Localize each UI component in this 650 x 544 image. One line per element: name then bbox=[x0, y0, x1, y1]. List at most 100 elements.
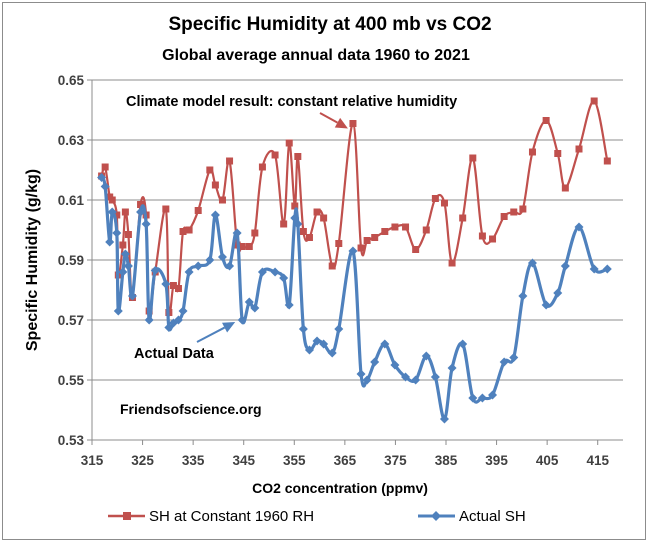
data-point-actual-sh bbox=[304, 345, 314, 355]
data-point-actual-sh bbox=[390, 360, 400, 370]
data-point-actual-sh bbox=[499, 357, 509, 367]
data-point-actual-sh bbox=[312, 336, 322, 346]
data-point-sh-constant-rh bbox=[121, 208, 129, 216]
data-point-actual-sh bbox=[144, 315, 154, 325]
data-point-actual-sh bbox=[210, 210, 220, 220]
data-point-actual-sh bbox=[430, 372, 440, 382]
data-point-actual-sh bbox=[250, 303, 260, 313]
annotation-layer: Climate model result: constant relative … bbox=[120, 94, 457, 417]
data-point-sh-constant-rh bbox=[349, 120, 357, 127]
chart-title: Specific Humidity at 400 mb vs CO2 bbox=[168, 14, 491, 35]
data-point-actual-sh bbox=[319, 339, 329, 349]
y-tick-label: 0.65 bbox=[58, 73, 85, 88]
data-point-actual-sh bbox=[164, 323, 174, 332]
data-point-sh-constant-rh bbox=[271, 151, 279, 159]
data-point-actual-sh bbox=[509, 353, 519, 362]
data-point-sh-constant-rh bbox=[391, 223, 399, 231]
data-point-sh-constant-rh bbox=[194, 207, 202, 214]
data-point-actual-sh bbox=[105, 237, 115, 247]
legend-marker-sh-constant-rh bbox=[123, 512, 131, 520]
data-point-actual-sh bbox=[193, 261, 203, 271]
data-point-sh-constant-rh bbox=[328, 262, 336, 270]
data-point-sh-constant-rh bbox=[258, 163, 266, 171]
data-point-actual-sh bbox=[468, 393, 478, 403]
data-point-actual-sh bbox=[244, 297, 254, 307]
annotation-model-arrow bbox=[319, 112, 348, 129]
annotation-source: Friendsofscience.org bbox=[120, 401, 262, 417]
x-axis-label: CO2 concentration (ppmv) bbox=[252, 480, 428, 496]
data-point-sh-constant-rh bbox=[226, 157, 234, 165]
data-point-sh-constant-rh bbox=[561, 184, 569, 192]
data-point-sh-constant-rh bbox=[137, 201, 145, 208]
data-point-sh-constant-rh bbox=[305, 234, 313, 241]
chart-frame bbox=[2, 2, 646, 540]
data-point-sh-constant-rh bbox=[101, 163, 109, 171]
data-point-actual-sh bbox=[161, 279, 171, 289]
data-point-sh-constant-rh bbox=[459, 214, 467, 222]
data-point-sh-constant-rh bbox=[313, 208, 321, 216]
data-point-actual-sh bbox=[150, 266, 160, 275]
x-tick-label: 395 bbox=[485, 453, 508, 468]
data-point-actual-sh bbox=[118, 267, 128, 277]
line-sh-constant-rh bbox=[100, 99, 609, 317]
x-tick-label: 335 bbox=[182, 453, 205, 468]
data-point-actual-sh bbox=[100, 182, 110, 191]
data-point-sh-constant-rh bbox=[542, 117, 550, 124]
series-sh-constant-rh bbox=[98, 97, 611, 317]
data-point-sh-constant-rh bbox=[590, 97, 598, 105]
data-point-actual-sh bbox=[184, 267, 194, 277]
y-tick-label: 0.61 bbox=[58, 193, 85, 208]
y-tick-labels: 0.53 0.55 0.57 0.59 0.61 0.63 0.65 bbox=[58, 73, 85, 448]
data-point-sh-constant-rh bbox=[206, 166, 214, 174]
annotation-actual-arrow bbox=[196, 322, 236, 343]
data-point-sh-constant-rh bbox=[440, 199, 448, 207]
data-point-sh-constant-rh bbox=[320, 214, 328, 222]
legend-label-sh-constant-rh: SH at Constant 1960 RH bbox=[149, 508, 314, 525]
y-tick-label: 0.53 bbox=[58, 433, 85, 448]
y-axis-label: Specific Humidity (g/kg) bbox=[24, 169, 41, 351]
data-point-sh-constant-rh bbox=[478, 232, 486, 240]
data-point-actual-sh bbox=[173, 315, 183, 325]
x-tick-label: 315 bbox=[81, 453, 104, 468]
data-point-actual-sh bbox=[362, 375, 372, 385]
data-point-sh-constant-rh bbox=[280, 220, 288, 228]
data-point-actual-sh bbox=[477, 393, 487, 403]
data-point-sh-constant-rh bbox=[174, 285, 182, 292]
data-point-sh-constant-rh bbox=[185, 226, 193, 234]
data-point-sh-constant-rh bbox=[402, 223, 410, 231]
x-tick-label: 325 bbox=[131, 453, 154, 468]
data-point-sh-constant-rh bbox=[519, 205, 527, 213]
data-point-actual-sh bbox=[518, 291, 528, 301]
data-point-actual-sh bbox=[279, 273, 289, 283]
data-point-actual-sh bbox=[327, 348, 337, 358]
chart-subtitle: Global average annual data 1960 to 2021 bbox=[162, 47, 470, 64]
data-point-sh-constant-rh bbox=[575, 145, 583, 153]
data-point-actual-sh bbox=[370, 357, 380, 367]
data-point-sh-constant-rh bbox=[179, 228, 187, 235]
legend-marker-actual-sh bbox=[431, 511, 441, 521]
y-tick-label: 0.59 bbox=[58, 253, 84, 268]
x-tick-label: 355 bbox=[283, 453, 306, 468]
data-point-actual-sh bbox=[97, 173, 107, 182]
data-point-actual-sh bbox=[553, 288, 563, 298]
data-point-sh-constant-rh bbox=[169, 282, 177, 289]
x-tick-label: 405 bbox=[536, 453, 559, 468]
x-tick-label: 365 bbox=[334, 453, 357, 468]
data-point-actual-sh bbox=[356, 369, 366, 379]
data-point-actual-sh bbox=[293, 219, 303, 229]
data-point-sh-constant-rh bbox=[218, 196, 226, 204]
data-point-actual-sh bbox=[589, 264, 599, 274]
data-point-actual-sh bbox=[270, 267, 280, 277]
data-point-actual-sh bbox=[136, 207, 146, 217]
y-tick-label: 0.63 bbox=[58, 133, 85, 148]
data-point-sh-constant-rh bbox=[245, 243, 253, 250]
data-point-sh-constant-rh bbox=[124, 231, 132, 238]
y-tick-label: 0.57 bbox=[58, 313, 84, 328]
data-point-sh-constant-rh bbox=[422, 226, 430, 234]
data-point-sh-constant-rh bbox=[294, 153, 302, 160]
data-point-actual-sh bbox=[257, 267, 267, 277]
x-tick-label: 375 bbox=[384, 453, 407, 468]
data-point-actual-sh bbox=[237, 315, 247, 325]
data-point-sh-constant-rh bbox=[108, 196, 116, 204]
data-point-sh-constant-rh bbox=[489, 235, 497, 243]
